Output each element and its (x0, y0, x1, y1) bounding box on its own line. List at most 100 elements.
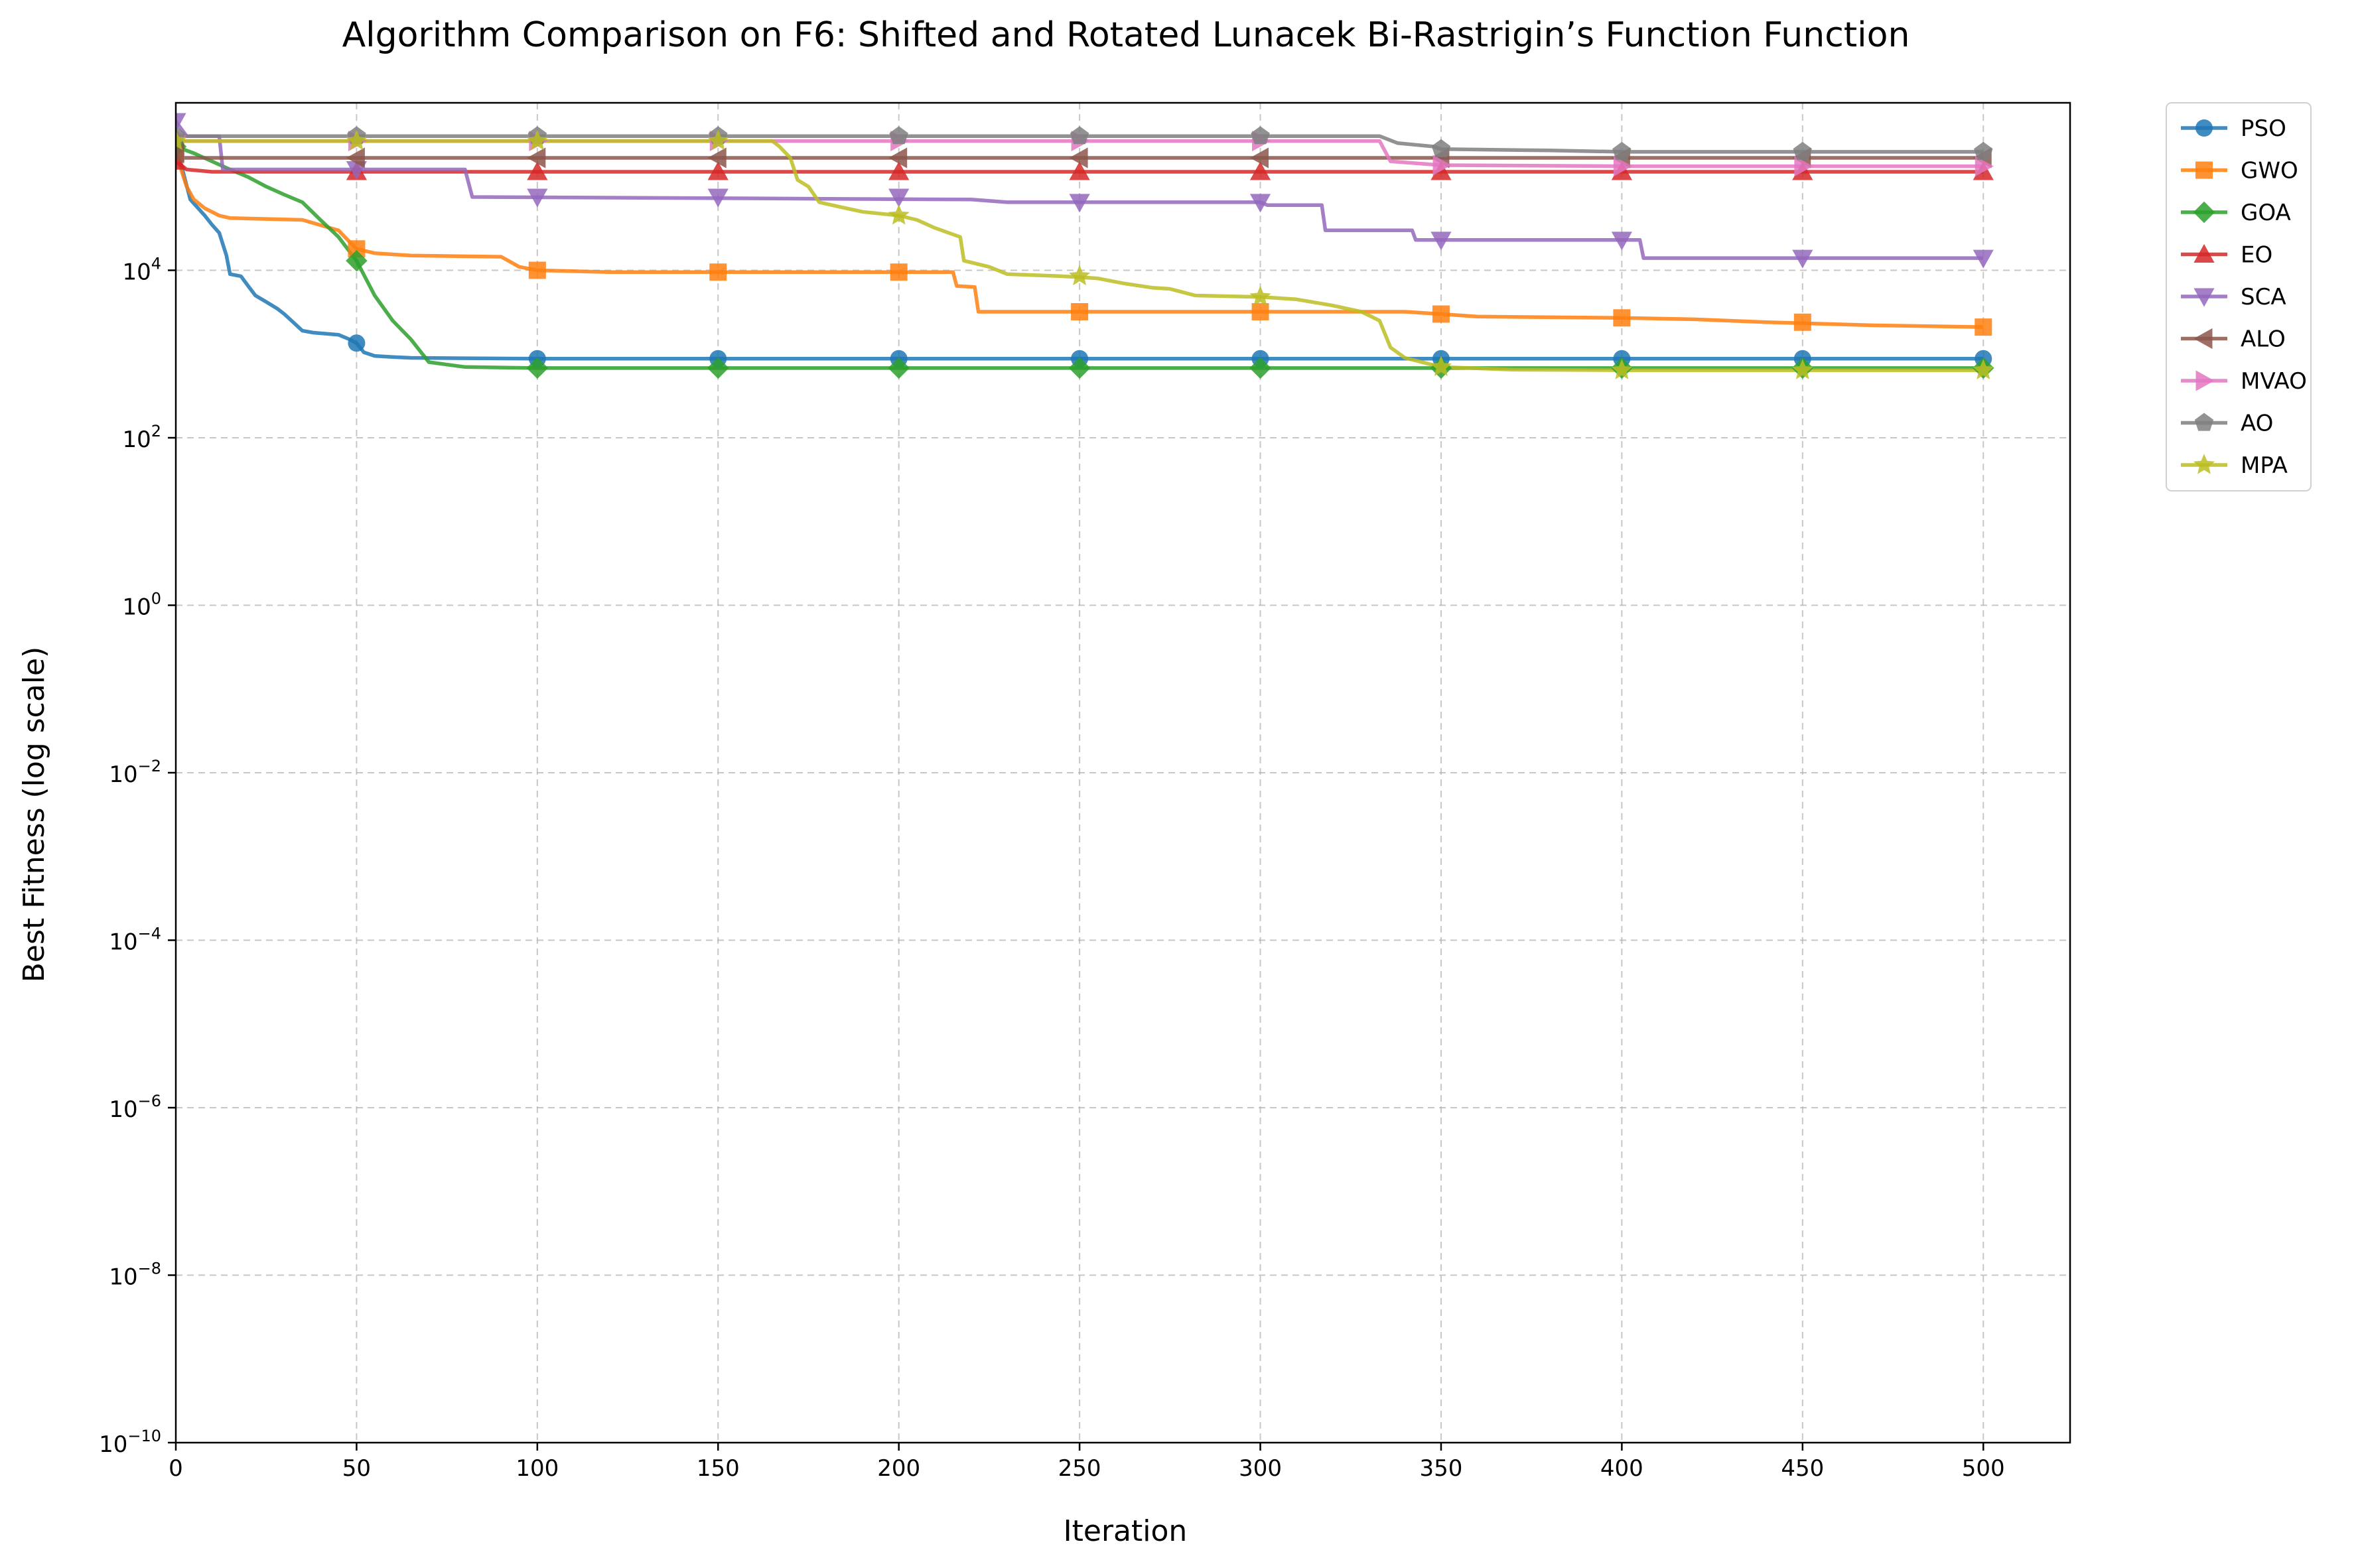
y-tick-label: 102 (122, 422, 161, 453)
marker-ao (1974, 141, 1993, 160)
marker-sca (527, 188, 548, 208)
legend-marker (2193, 201, 2215, 224)
marker-ao (1793, 141, 1812, 160)
marker-sca (1973, 249, 1994, 269)
marker-ao (1612, 141, 1632, 160)
marker-alo (1069, 147, 1088, 168)
legend-label: PSO (2241, 115, 2286, 142)
marker-mvao (1613, 155, 1632, 177)
marker-gwo (1793, 313, 1811, 331)
series-line-mpa (176, 139, 1984, 372)
marker-mpa (888, 204, 910, 225)
legend-item: GOA (2181, 200, 2291, 226)
legend-item: EO (2181, 242, 2272, 269)
legend-box (2166, 102, 2312, 491)
x-tick-label: 400 (1600, 1455, 1643, 1482)
legend-item: SCA (2181, 284, 2286, 310)
x-tick-label: 300 (1239, 1455, 1282, 1482)
legend-item: AO (2181, 411, 2273, 437)
marker-mpa (707, 129, 729, 151)
marker-mpa (1611, 359, 1633, 379)
legend-label: ALO (2241, 326, 2286, 353)
legend: PSO GWO GOA EO SCA ALO MVAO AO MPA (2166, 102, 2312, 491)
y-tick-label: 10−4 (109, 925, 161, 956)
marker-mpa (526, 129, 548, 151)
marker-eo (527, 161, 548, 180)
marker-alo (888, 147, 908, 168)
marker-sca (1430, 231, 1452, 251)
legend-marker (2194, 413, 2214, 431)
legend-item: ALO (2181, 326, 2286, 353)
x-tick-label: 150 (697, 1455, 740, 1482)
marker-goa (1068, 357, 1091, 379)
marker-mvao (1432, 155, 1452, 176)
x-tick-label: 450 (1781, 1455, 1824, 1482)
legend-item: PSO (2181, 115, 2286, 142)
marker-mpa (1069, 265, 1091, 286)
legend-marker (2195, 161, 2213, 179)
marker-gwo (1071, 302, 1089, 320)
x-tick-label: 0 (169, 1455, 183, 1482)
marker-alo (707, 147, 727, 168)
marker-goa (888, 357, 910, 379)
x-tick-label: 50 (342, 1455, 371, 1482)
marker-mvao (1975, 155, 1994, 177)
marker-mpa (1430, 356, 1452, 376)
y-tick-label: 10−6 (109, 1092, 161, 1123)
marker-ao (889, 126, 908, 145)
y-tick-label: 10−10 (99, 1427, 161, 1458)
marker-alo (176, 143, 184, 164)
y-tick-label: 100 (122, 590, 161, 621)
marker-sca (707, 188, 729, 208)
legend-label: MVAO (2241, 368, 2307, 395)
marker-mpa (1791, 359, 1813, 379)
grid-lines (175, 103, 2070, 1443)
marker-gwo (348, 240, 366, 258)
marker-sca (1611, 231, 1632, 251)
marker-gwo (1975, 318, 1992, 336)
marker-sca (176, 113, 186, 132)
legend-marker (2193, 454, 2215, 474)
marker-sca (1792, 249, 1813, 269)
marker-eo (1249, 161, 1271, 180)
marker-gwo (1613, 309, 1631, 327)
marker-gwo (1432, 305, 1450, 323)
x-tick-label: 250 (1058, 1455, 1101, 1482)
marker-goa (707, 357, 729, 379)
legend-label: EO (2241, 242, 2272, 269)
y-tick-label: 10−2 (109, 757, 161, 788)
marker-goa (346, 249, 368, 272)
legend-item: GWO (2181, 158, 2298, 184)
legend-marker (2193, 328, 2213, 350)
marker-sca (888, 188, 910, 208)
legend-label: GWO (2241, 158, 2298, 184)
y-axis-label: Best Fitness (log scale) (17, 647, 51, 983)
x-tick-label: 500 (1962, 1455, 2005, 1482)
y-ticks: 10−10 10−8 10−6 10−4 10−2 100 102 104 (99, 255, 176, 1458)
legend-label: SCA (2241, 284, 2286, 310)
series-line-gwo (176, 153, 1984, 329)
legend-label: AO (2241, 411, 2273, 437)
chart-title: Algorithm Comparison on F6: Shifted and … (342, 15, 1910, 55)
legend-item: MPA (2181, 452, 2288, 479)
y-tick-label: 10−8 (109, 1260, 161, 1291)
marker-gwo (528, 261, 546, 279)
marker-gwo (1251, 302, 1269, 320)
marker-mvao (1794, 155, 1813, 177)
marker-mpa (1249, 285, 1271, 306)
marker-ao (1251, 126, 1270, 145)
marker-mpa (1973, 359, 1994, 379)
legend-label: MPA (2241, 452, 2288, 479)
marker-mpa (176, 129, 187, 151)
legend-marker (2193, 243, 2215, 263)
marker-alo (527, 147, 546, 168)
marker-goa (526, 357, 549, 379)
legend-item: MVAO (2181, 368, 2307, 395)
markers-group (176, 113, 1994, 379)
marker-ao (1070, 126, 1089, 145)
marker-sca (1249, 194, 1271, 213)
marker-ao (1431, 139, 1451, 157)
legend-marker (2193, 288, 2215, 307)
